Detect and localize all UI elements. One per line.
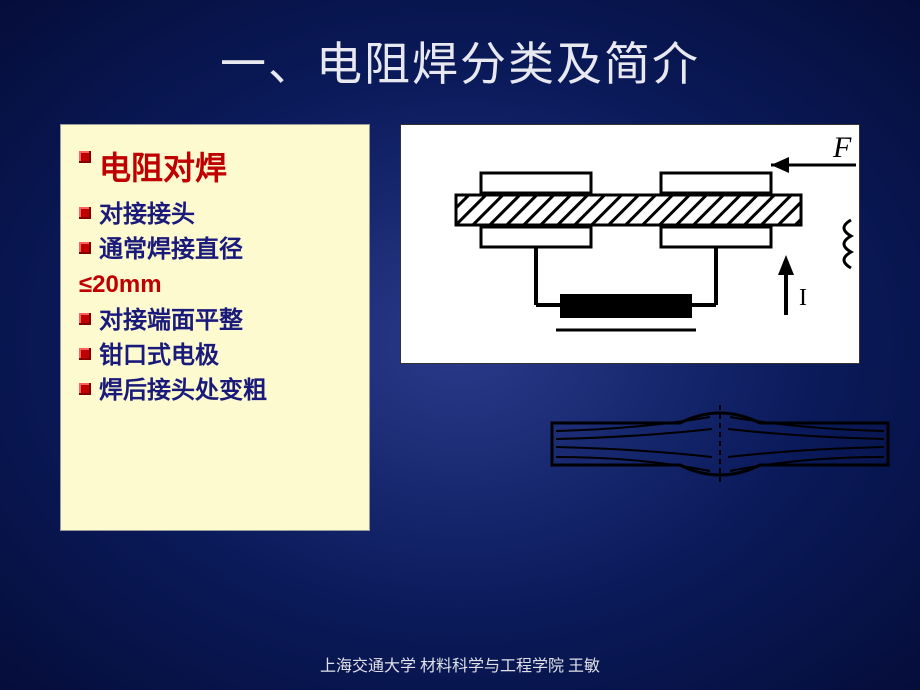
circuit-diagram: F — [400, 124, 860, 364]
bullet-icon — [79, 348, 91, 360]
content-area: 电阻对焊 对接接头 通常焊接直径 ≤20mm 对接端面平整 钳口式电极 焊后接头… — [0, 94, 920, 531]
circuit-svg: F — [401, 125, 861, 365]
text-panel: 电阻对焊 对接接头 通常焊接直径 ≤20mm 对接端面平整 钳口式电极 焊后接头… — [60, 124, 370, 531]
bullet-icon — [79, 383, 91, 395]
weld-svg — [550, 399, 890, 489]
panel-heading: 电阻对焊 — [99, 143, 227, 189]
slide-footer: 上海交通大学 材料科学与工程学院 王敏 — [0, 652, 920, 676]
bullet-item: 钳口式电极 — [99, 340, 219, 371]
weld-cross-section — [550, 399, 890, 489]
slide-title: 一、电阻焊分类及简介 — [0, 0, 920, 94]
svg-text:I: I — [799, 285, 807, 311]
bullet-item: 对接端面平整 — [99, 305, 243, 336]
bullet-item: 通常焊接直径 — [99, 234, 243, 265]
bullet-item: 对接接头 — [99, 199, 195, 230]
bullet-item-accent: ≤20mm — [79, 269, 162, 300]
diagram-stack: F — [400, 124, 890, 489]
bullet-item: 焊后接头处变粗 — [99, 375, 267, 406]
bullet-icon — [79, 313, 91, 325]
bullet-icon — [79, 207, 91, 219]
force-label: F — [832, 131, 852, 164]
bullet-icon — [79, 242, 91, 254]
bullet-icon — [79, 151, 91, 163]
